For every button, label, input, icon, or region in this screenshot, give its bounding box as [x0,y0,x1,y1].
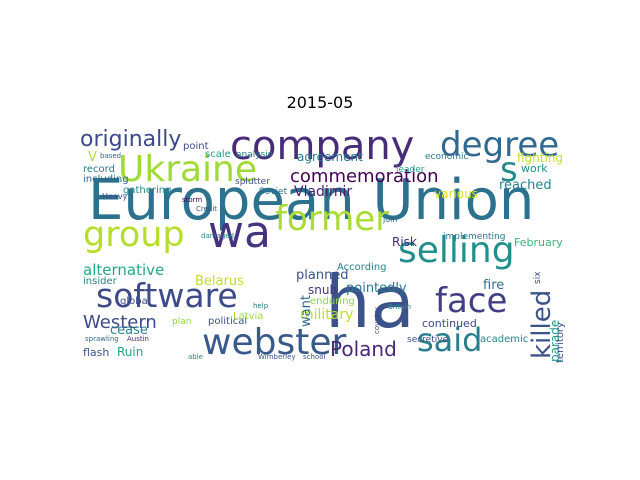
cloud-word: fire [483,278,504,293]
cloud-word: help [253,302,269,310]
cloud-word: country [373,307,381,334]
cloud-word: degree [440,125,559,165]
cloud-word: including [83,174,129,185]
cloud-word: webster [202,322,346,363]
cloud-word: former [275,199,389,239]
cloud-word: join [382,215,397,224]
cloud-word: said [417,321,482,359]
cloud-word: face [435,281,507,321]
cloud-word: school [303,353,325,361]
cloud-word: scale [205,149,231,160]
cloud-word: Risk [392,235,417,249]
cloud-word: six [533,271,543,284]
cloud-word: Vladimir [294,184,352,200]
cloud-word: based [100,152,121,160]
cloud-word: leader [396,165,425,175]
cloud-word: Ukraine [118,149,257,190]
cloud-word: Poland [330,337,397,361]
cloud-word: sprawling [85,335,119,343]
cloud-word: company [230,123,414,169]
cloud-word: snub [308,283,337,297]
cloud-word: Western [83,312,157,333]
word-cloud: European Union ha company Ukraine degree wa fo… [80,119,577,368]
cloud-word: V [88,150,97,165]
cloud-word: storm [182,196,202,204]
cloud-word: global [120,296,151,307]
cloud-word: software [96,276,238,315]
cloud-word: secretive [407,335,449,345]
cloud-word: Credit [196,205,217,213]
cloud-word: reached [499,178,552,193]
cloud-word: insider [83,276,118,287]
cloud-word: damaged [201,232,234,240]
cloud-word: political [208,316,247,327]
chart-title: 2015-05 [286,93,354,112]
cloud-word: implementing [443,232,505,242]
cloud-word: selling [398,230,515,271]
cloud-word: planned [296,268,349,283]
cloud-word: record [83,164,115,175]
cloud-word: plan [172,317,191,327]
cloud-word: Wimberley [258,353,296,361]
cloud-word: various [434,187,478,201]
cloud-word: gathering [123,185,171,196]
cloud-word: commemoration [290,166,439,187]
cloud-word: Ruin [117,345,143,359]
cloud-word: splutter [235,177,270,187]
cloud-word: want [299,295,314,327]
cloud-word: economic [425,152,468,162]
cloud-word: European Union [88,168,534,233]
cloud-word: Heavy [102,192,128,201]
cloud-word: group [83,215,185,255]
cloud-word: parade [548,320,562,362]
cloud-word: pointedly [346,281,407,296]
cloud-word: territory [555,322,566,363]
cloud-word: According [337,262,387,273]
cloud-word: continued [422,317,477,330]
cloud-word: work [521,162,548,175]
cloud-word: Britain [388,303,411,311]
cloud-word: military [300,307,353,323]
cloud-word: wa [208,207,271,258]
cloud-word: agreement [297,150,363,164]
cloud-word: killed [527,290,557,359]
cloud-word: Soviet [259,187,288,197]
cloud-word: Belarus [195,274,244,289]
cloud-word: cease [110,323,148,338]
cloud-word: academic [480,334,528,345]
cloud-word: able [188,353,203,361]
cloud-word: Latvia [233,311,263,322]
cloud-word: fighting [517,151,563,165]
cloud-word: February [514,236,563,249]
cloud-word: flash [83,346,109,359]
cloud-word: enduring [310,296,355,307]
cloud-word: ha [325,260,415,344]
cloud-word: alternative [83,261,164,279]
cloud-word: analysis [236,150,273,160]
cloud-word: point [183,141,209,152]
cloud-word: Austin [127,335,149,343]
cloud-word: s [500,150,518,190]
cloud-word: originally [80,127,181,152]
